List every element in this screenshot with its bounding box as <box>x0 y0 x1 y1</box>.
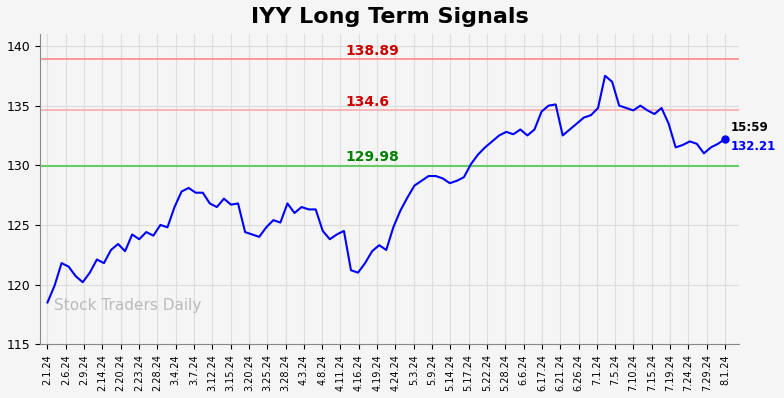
Text: 138.89: 138.89 <box>346 44 399 58</box>
Title: IYY Long Term Signals: IYY Long Term Signals <box>251 7 528 27</box>
Text: 15:59: 15:59 <box>731 121 768 134</box>
Text: 129.98: 129.98 <box>346 150 399 164</box>
Text: 132.21: 132.21 <box>731 140 776 153</box>
Text: 134.6: 134.6 <box>346 95 390 109</box>
Text: Stock Traders Daily: Stock Traders Daily <box>54 298 201 313</box>
